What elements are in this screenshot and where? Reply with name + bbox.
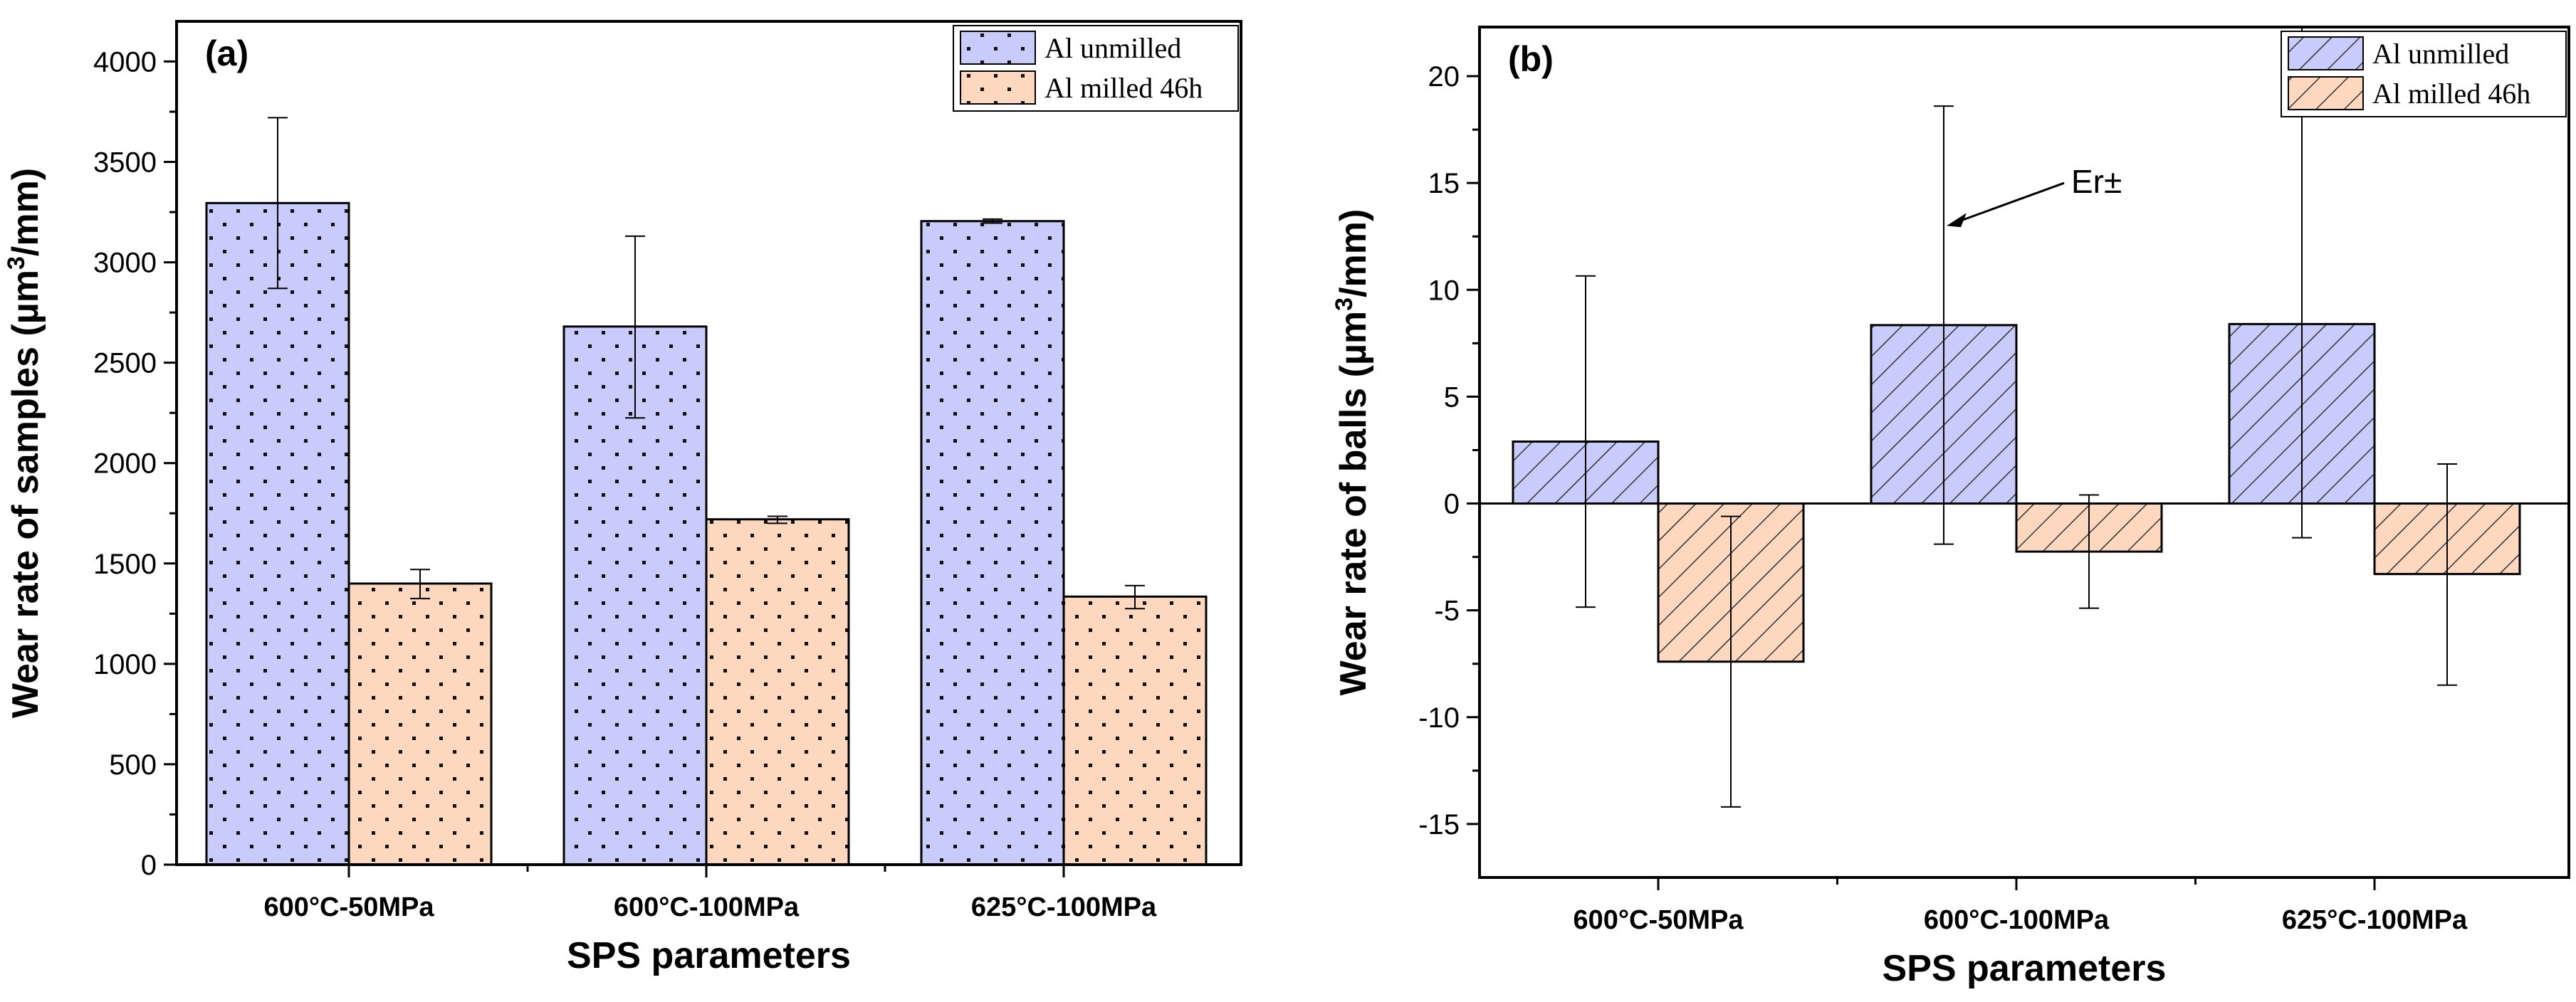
a-ytick-label: 1500 bbox=[93, 549, 157, 580]
panel-b-annotation: Er± bbox=[1947, 163, 2122, 228]
b-ytick-label: -10 bbox=[1418, 702, 1460, 734]
panel-b-label: (b) bbox=[1508, 39, 1554, 79]
panel-a-y-axis-label: Wear rate of samples (µm3/mm) bbox=[3, 168, 46, 718]
panel-a-legend-swatch-unmilled bbox=[960, 31, 1036, 65]
panel-b: -15 -10 -5 0 5 10 15 20 600°C-50MPa 600°C-100MPa 6… bbox=[1331, 26, 2570, 989]
a-ytick-label: 0 bbox=[141, 850, 157, 881]
panel-b-y-axis-label: Wear rate of balls (µm3/mm) bbox=[1331, 209, 1374, 696]
a-ytick-label: 1000 bbox=[93, 649, 157, 680]
panel-a-label: (a) bbox=[205, 33, 248, 73]
b-ytick-label: -5 bbox=[1434, 596, 1460, 627]
panel-a-ylabel-main: Wear rate of samples (µm bbox=[5, 270, 46, 718]
a-ytick-label: 3500 bbox=[93, 147, 157, 179]
a-category-label: 625°C-100MPa bbox=[971, 892, 1157, 922]
a-ytick-label: 3000 bbox=[93, 248, 157, 279]
b-category-label: 600°C-50MPa bbox=[1573, 905, 1744, 935]
panel-b-legend-swatch-milled bbox=[2288, 76, 2364, 110]
a-bar-milled bbox=[1062, 595, 1208, 866]
panel-b-ylabel-end: /mm) bbox=[1333, 209, 1374, 297]
panel-a-legend: Al unmilled Al milled 46h bbox=[953, 25, 1239, 112]
b-ytick-label: -15 bbox=[1418, 809, 1460, 840]
b-ytick-label: 5 bbox=[1444, 381, 1460, 413]
panel-b-legend: Al unmilled Al milled 46h bbox=[2281, 31, 2567, 117]
panel-b-annotation-arrowhead bbox=[1947, 213, 1967, 228]
a-ytick-label: 2000 bbox=[93, 448, 157, 480]
panel-b-plot-frame bbox=[1478, 26, 2570, 879]
panel-a-legend-label-milled: Al milled 46h bbox=[1044, 72, 1203, 104]
b-ytick-label: 10 bbox=[1428, 275, 1460, 306]
panel-b-x-axis-label: SPS parameters bbox=[1883, 948, 2167, 989]
a-category-label: 600°C-50MPa bbox=[263, 892, 434, 922]
b-category-label: 600°C-100MPa bbox=[1924, 905, 2110, 935]
b-ytick-label: 20 bbox=[1428, 61, 1460, 93]
a-category-label: 600°C-100MPa bbox=[614, 892, 800, 922]
panel-a-legend-label-unmilled: Al unmilled bbox=[1044, 32, 1181, 64]
panel-a-plot-frame bbox=[175, 20, 1242, 866]
panel-a-marks: 0 500 1000 1500 2000 2500 3000 3500 4000 600°C-50… bbox=[93, 46, 1208, 922]
panel-a: 0 500 1000 1500 2000 2500 3000 3500 4000 600°C-50… bbox=[3, 20, 1242, 976]
panel-b-annotation-arrow bbox=[1962, 181, 2065, 221]
panel-b-legend-label-unmilled: Al unmilled bbox=[2372, 38, 2509, 70]
panel-a-ylabel-end: /mm) bbox=[5, 168, 46, 256]
a-ytick-label: 500 bbox=[109, 749, 157, 781]
a-bar-milled bbox=[705, 518, 850, 866]
panel-b-legend-swatch-unmilled bbox=[2288, 36, 2364, 70]
a-bar-unmilled bbox=[205, 201, 350, 866]
b-category-label: 625°C-100MPa bbox=[2282, 905, 2468, 935]
panel-a-x-axis-label: SPS parameters bbox=[567, 935, 851, 976]
a-ytick-label: 4000 bbox=[93, 46, 157, 78]
panel-b-ylabel-sup: 3 bbox=[1331, 297, 1358, 311]
b-ytick-label: 15 bbox=[1428, 168, 1460, 199]
a-bar-unmilled bbox=[920, 220, 1065, 866]
panel-a-legend-swatch-milled bbox=[960, 70, 1036, 105]
a-ytick-label: 2500 bbox=[93, 348, 157, 379]
panel-a-ylabel-sup: 3 bbox=[3, 256, 30, 270]
panel-b-ylabel-main: Wear rate of balls (µm bbox=[1333, 311, 1374, 696]
panel-b-marks: -15 -10 -5 0 5 10 15 20 600°C-50MPa 600°C-100MPa 6… bbox=[1418, 26, 2569, 935]
panel-b-annotation-text: Er± bbox=[2071, 163, 2122, 200]
b-ytick-label: 0 bbox=[1444, 489, 1460, 520]
panel-b-legend-label-milled: Al milled 46h bbox=[2372, 78, 2530, 110]
a-bar-milled bbox=[347, 582, 493, 866]
